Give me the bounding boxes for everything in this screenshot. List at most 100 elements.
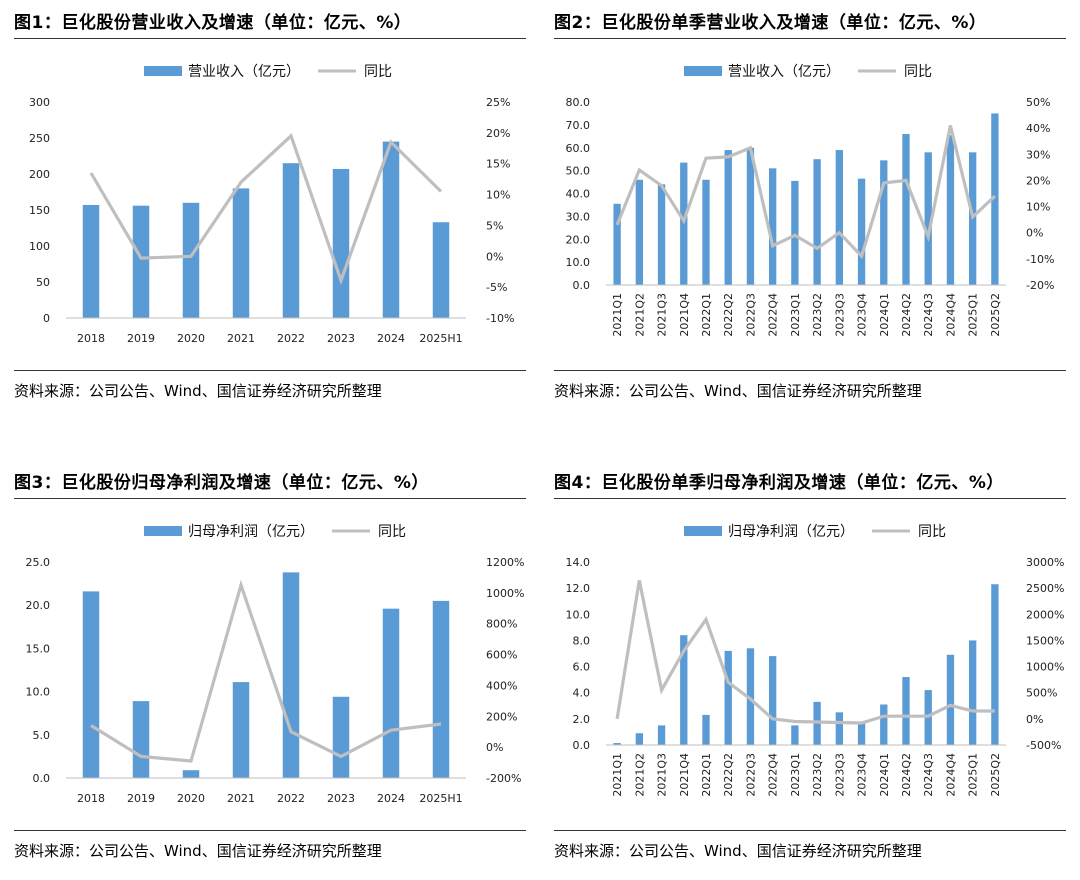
legend-label-line: 同比 (378, 524, 406, 540)
top-rule (554, 38, 1066, 39)
bar (283, 572, 300, 778)
bar (969, 640, 976, 745)
x-tick-label: 2023Q4 (856, 753, 869, 797)
y-left-tick-label: 200 (29, 168, 50, 181)
legend-swatch-bar (684, 66, 722, 76)
y-left-tick-label: 50 (36, 276, 50, 289)
x-tick-label: 2021 (227, 332, 255, 345)
bottom-rule (14, 830, 526, 831)
y-left-tick-label: 25.0 (26, 556, 51, 569)
source-note: 资料来源：公司公告、Wind、国信证券经济研究所整理 (14, 380, 382, 401)
y-left-tick-label: 0.0 (33, 772, 51, 785)
x-tick-label: 2024Q1 (878, 753, 891, 797)
x-tick-label: 2024Q4 (944, 293, 957, 337)
top-rule (14, 498, 526, 499)
x-tick-label: 2019 (127, 332, 155, 345)
source-note: 资料来源：公司公告、Wind、国信证券经济研究所整理 (554, 840, 922, 861)
bottom-rule (554, 830, 1066, 831)
bar (947, 135, 954, 285)
bar (947, 655, 954, 745)
y-right-tick-label: -10% (486, 312, 514, 325)
legend-label-bar: 营业收入（亿元） (188, 64, 300, 80)
y-right-tick-label: 5% (486, 219, 503, 232)
legend-label-bar: 营业收入（亿元） (728, 64, 840, 80)
y-left-tick-label: 8.0 (573, 634, 591, 647)
y-left-tick-label: 10.0 (566, 256, 591, 269)
legend: 归母净利润（亿元）同比 (684, 523, 946, 540)
bar (836, 150, 843, 285)
y-right-tick-label: 10% (1026, 201, 1050, 214)
x-tick-label: 2021Q3 (656, 293, 669, 337)
x-tick-label: 2021 (227, 792, 255, 805)
bar (702, 715, 709, 745)
bar (283, 163, 300, 318)
y-left-tick-label: 70.0 (566, 119, 591, 132)
y-right-tick-label: -500% (1026, 739, 1061, 752)
x-tick-label: 2021Q1 (611, 293, 624, 337)
chart-4: 归母净利润（亿元）同比0.02.04.06.08.010.012.014.0-5… (554, 500, 1066, 830)
y-right-tick-label: 800% (486, 618, 517, 631)
y-left-tick-label: 0.0 (573, 279, 591, 292)
bar (233, 188, 250, 318)
x-tick-label: 2018 (77, 792, 105, 805)
bar (769, 168, 776, 285)
y-left-tick-label: 6.0 (573, 661, 591, 674)
x-tick-label: 2022Q4 (767, 293, 780, 337)
source-note: 资料来源：公司公告、Wind、国信证券经济研究所整理 (554, 380, 922, 401)
x-tick-label: 2023Q1 (789, 753, 802, 797)
x-tick-label: 2022 (277, 792, 305, 805)
y-right-tick-label: 1000% (486, 587, 524, 600)
legend-label-bar: 归母净利润（亿元） (188, 523, 314, 540)
y-right-tick-label: 2500% (1026, 582, 1064, 595)
x-tick-label: 2023 (327, 792, 355, 805)
y-right-tick-label: 40% (1026, 122, 1050, 135)
x-tick-label: 2023Q2 (811, 753, 824, 797)
bar (813, 159, 820, 285)
bar (333, 169, 350, 318)
bar (133, 701, 150, 778)
y-right-tick-label: 50% (1026, 96, 1050, 109)
bar (791, 725, 798, 745)
chart-title: 图1：巨化股份营业收入及增速（单位：亿元、%） (14, 8, 411, 33)
x-tick-label: 2021Q3 (656, 753, 669, 797)
y-right-tick-label: 400% (486, 679, 517, 692)
y-right-tick-label: 0% (1026, 713, 1043, 726)
x-tick-label: 2022Q3 (744, 753, 757, 797)
x-tick-label: 2023Q1 (789, 293, 802, 337)
y-right-tick-label: 1000% (1026, 661, 1064, 674)
chart-1: 营业收入（亿元）同比050100150200250300-10%-5%0%5%1… (14, 40, 526, 370)
bar (658, 184, 665, 285)
y-left-tick-label: 20.0 (566, 233, 591, 246)
y-left-tick-label: 2.0 (573, 713, 591, 726)
x-tick-label: 2024Q1 (878, 293, 891, 337)
legend: 归母净利润（亿元） 同比 (144, 523, 406, 540)
bar (880, 160, 887, 285)
y-right-tick-label: 1500% (1026, 634, 1064, 647)
y-left-tick-label: 4.0 (573, 687, 591, 700)
x-tick-label: 2023Q4 (856, 293, 869, 337)
legend: 营业收入（亿元） 同比 (144, 64, 392, 80)
x-tick-label: 2024Q2 (900, 753, 913, 797)
x-tick-label: 2022Q4 (767, 753, 780, 797)
y-left-tick-label: 0 (43, 312, 50, 325)
bar (133, 206, 150, 318)
y-left-tick-label: 0.0 (573, 739, 591, 752)
y-left-tick-label: 100 (29, 240, 50, 253)
y-right-tick-label: -5% (486, 281, 507, 294)
y-left-tick-label: 30.0 (566, 210, 591, 223)
legend-label-bar: 归母净利润（亿元） (728, 523, 854, 540)
bar (902, 134, 909, 285)
x-tick-label: 2023 (327, 332, 355, 345)
chart-2: 营业收入（亿元）同比0.010.020.030.040.050.060.070.… (554, 40, 1066, 370)
x-tick-label: 2022Q2 (722, 293, 735, 337)
y-left-tick-label: 150 (29, 204, 50, 217)
y-right-tick-label: 20% (486, 127, 510, 140)
y-right-tick-label: 0% (486, 741, 503, 754)
legend-swatch-bar (144, 526, 182, 536)
y-right-tick-label: -200% (486, 772, 521, 785)
legend-label-line: 同比 (364, 64, 392, 80)
bar (333, 697, 350, 778)
x-tick-label: 2022Q1 (700, 293, 713, 337)
